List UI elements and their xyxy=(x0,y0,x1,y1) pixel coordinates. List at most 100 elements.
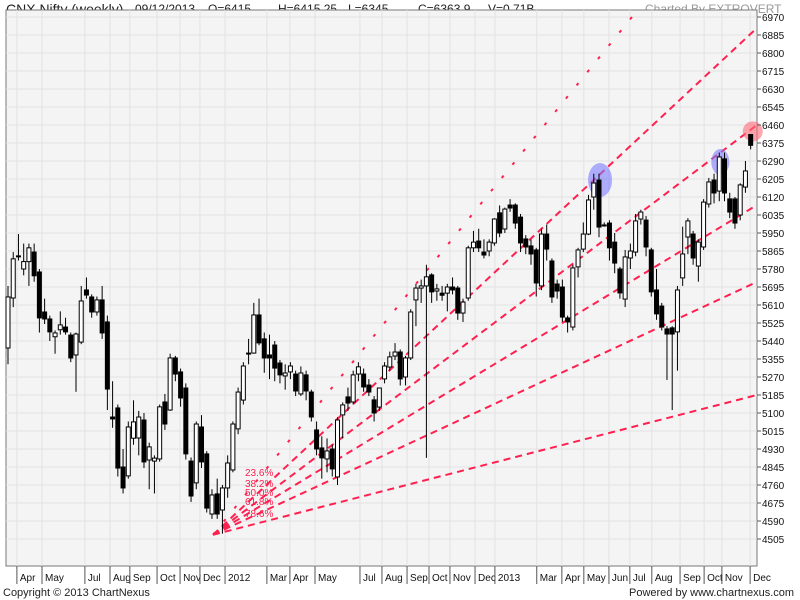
y-tick-label: 4675 xyxy=(762,499,785,510)
candle-up xyxy=(423,276,429,287)
candle-down xyxy=(523,238,529,248)
candle-up xyxy=(136,416,142,439)
candle-down xyxy=(162,401,168,425)
candle-down xyxy=(507,204,513,209)
candle-up xyxy=(225,462,231,489)
x-tick-label: Nov xyxy=(453,573,471,584)
candle-down xyxy=(83,289,89,296)
candle-up xyxy=(591,182,597,198)
powered-by: Powered by www.chartnexus.com xyxy=(629,587,795,599)
candle-up xyxy=(444,286,450,294)
x-tick-label: Apr xyxy=(293,573,309,584)
candle-up xyxy=(392,351,398,357)
y-tick-label: 6120 xyxy=(762,193,785,204)
candle-up xyxy=(627,250,633,259)
y-tick-label: 6630 xyxy=(762,85,785,96)
candle-up xyxy=(78,300,84,343)
fib-level-label: 50.0% xyxy=(245,488,273,499)
x-tick-label: Apr xyxy=(20,573,36,584)
candle-up xyxy=(685,220,691,238)
x-tick-label: May xyxy=(318,573,337,584)
candle-up xyxy=(340,404,346,416)
candle-up xyxy=(287,365,293,373)
y-tick-label: 6035 xyxy=(762,211,785,222)
fan-line xyxy=(212,124,758,536)
fib-level-label: 38.2% xyxy=(245,479,273,490)
candle-up xyxy=(465,247,471,299)
y-tick-label: 5950 xyxy=(762,229,785,240)
candle-up xyxy=(502,208,508,230)
candle-up xyxy=(146,446,152,461)
candle-down xyxy=(612,241,618,264)
candle-up xyxy=(52,332,58,338)
candle-down xyxy=(63,326,69,333)
x-tick-label: Mar xyxy=(540,573,558,584)
candle-up xyxy=(633,220,639,253)
candle-up xyxy=(716,156,722,192)
y-tick-label: 6460 xyxy=(762,121,785,132)
candle-down xyxy=(512,204,518,224)
candle-down xyxy=(47,318,53,333)
candle-up xyxy=(282,372,288,377)
candle-down xyxy=(89,296,95,313)
x-tick-label: 2012 xyxy=(228,573,251,584)
candle-down xyxy=(643,219,649,248)
candle-down xyxy=(690,233,696,259)
candle-down xyxy=(455,287,461,314)
candle-up xyxy=(706,181,712,205)
candle-up xyxy=(167,357,173,411)
candle-down xyxy=(748,134,754,146)
candle-up xyxy=(460,301,466,314)
candle-up xyxy=(157,406,163,460)
candle-up xyxy=(21,261,27,270)
x-tick-label: Sep xyxy=(683,573,701,584)
candle-down xyxy=(371,399,377,414)
y-tick-label: 5355 xyxy=(762,355,785,366)
candle-down xyxy=(518,216,524,244)
x-tick-label: Jul xyxy=(88,573,101,584)
y-tick-label: 5185 xyxy=(762,391,785,402)
candle-down xyxy=(549,260,555,298)
y-tick-label: 5610 xyxy=(762,301,785,312)
candle-down xyxy=(528,245,534,255)
candle-down xyxy=(533,249,539,284)
candle-down xyxy=(329,448,335,470)
candle-up xyxy=(73,333,79,356)
y-tick-label: 6545 xyxy=(762,103,785,114)
fan-line xyxy=(212,394,758,536)
fan-line xyxy=(212,281,758,536)
candle-up xyxy=(324,450,330,460)
candle-down xyxy=(711,179,717,194)
candle-up xyxy=(638,211,644,220)
x-tick-label: Dec xyxy=(203,573,221,584)
candle-up xyxy=(235,391,241,430)
x-tick-label: Oct xyxy=(432,573,448,584)
candle-down xyxy=(606,222,612,249)
candle-down xyxy=(104,321,110,390)
candle-up xyxy=(486,241,492,252)
candle-down xyxy=(42,311,48,320)
candle-down xyxy=(68,334,74,359)
candle-up xyxy=(538,233,544,287)
candle-down xyxy=(308,391,314,418)
y-tick-label: 6715 xyxy=(762,67,785,78)
x-tick-label: Sep xyxy=(410,573,428,584)
candle-down xyxy=(648,249,654,293)
candle-up xyxy=(94,299,100,313)
candle-down xyxy=(120,466,126,489)
candle-down xyxy=(36,271,42,319)
candle-up xyxy=(586,199,592,235)
y-tick-label: 6970 xyxy=(762,13,785,24)
x-tick-label: May xyxy=(45,573,64,584)
candle-down xyxy=(267,354,272,359)
candle-down xyxy=(31,251,37,277)
copyright: Copyright © 2013 ChartNexus xyxy=(3,587,150,599)
candle-down xyxy=(429,274,435,293)
fib-level-label: 78.6% xyxy=(245,509,273,520)
candle-down xyxy=(554,283,560,292)
candle-down xyxy=(277,362,283,376)
candle-down xyxy=(366,384,372,393)
candle-up xyxy=(570,267,576,328)
x-tick-label: Sep xyxy=(133,573,151,584)
candle-down xyxy=(314,429,320,450)
